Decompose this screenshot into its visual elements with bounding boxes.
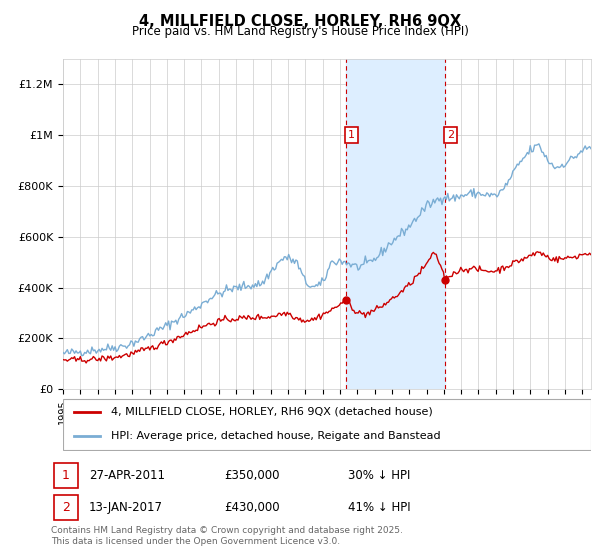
- FancyBboxPatch shape: [54, 495, 78, 520]
- Bar: [346, 59, 445, 389]
- Text: 1: 1: [348, 130, 355, 140]
- FancyBboxPatch shape: [54, 463, 78, 488]
- Text: 13-JAN-2017: 13-JAN-2017: [89, 501, 163, 514]
- Text: 4, MILLFIELD CLOSE, HORLEY, RH6 9QX (detached house): 4, MILLFIELD CLOSE, HORLEY, RH6 9QX (det…: [110, 407, 432, 417]
- Text: HPI: Average price, detached house, Reigate and Banstead: HPI: Average price, detached house, Reig…: [110, 431, 440, 441]
- Text: 41% ↓ HPI: 41% ↓ HPI: [348, 501, 410, 514]
- Text: 27-APR-2011: 27-APR-2011: [89, 469, 165, 482]
- Text: 4, MILLFIELD CLOSE, HORLEY, RH6 9QX: 4, MILLFIELD CLOSE, HORLEY, RH6 9QX: [139, 14, 461, 29]
- Text: £430,000: £430,000: [224, 501, 280, 514]
- Text: 2: 2: [447, 130, 454, 140]
- Text: Contains HM Land Registry data © Crown copyright and database right 2025.
This d: Contains HM Land Registry data © Crown c…: [51, 526, 403, 546]
- FancyBboxPatch shape: [63, 399, 591, 450]
- Text: £350,000: £350,000: [224, 469, 280, 482]
- Text: Price paid vs. HM Land Registry's House Price Index (HPI): Price paid vs. HM Land Registry's House …: [131, 25, 469, 38]
- Text: 2: 2: [62, 501, 70, 514]
- Text: 30% ↓ HPI: 30% ↓ HPI: [348, 469, 410, 482]
- Text: 1: 1: [62, 469, 70, 482]
